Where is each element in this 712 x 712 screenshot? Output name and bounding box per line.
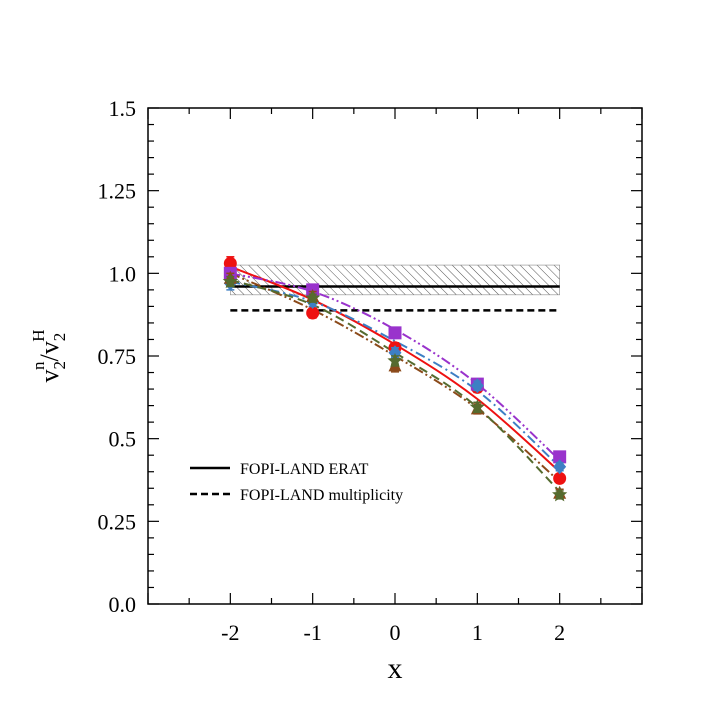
marker-star — [469, 399, 485, 414]
fit-curves — [229, 265, 561, 493]
x-tick-labels: -2 -1 0 1 2 — [221, 620, 565, 645]
marker-circle — [223, 256, 237, 270]
axis-ticks — [147, 107, 643, 605]
y-tick-label: 0.0 — [109, 592, 137, 617]
data-point-1-2 — [388, 326, 402, 340]
y-axis-title: v2n/v2H — [29, 329, 69, 382]
y-title-sup-1: n — [29, 361, 48, 370]
data-points — [222, 256, 568, 502]
data-point-4-3 — [469, 399, 485, 414]
x-tick-label: -2 — [221, 620, 239, 645]
marker-square — [553, 450, 567, 464]
x-tick-label: -1 — [304, 620, 322, 645]
y-tick-label: 0.5 — [109, 427, 137, 452]
legend-label-multiplicity: FOPI-LAND multiplicity — [240, 487, 403, 504]
y-title-sub-2: 2 — [50, 333, 69, 342]
marker-star — [552, 486, 568, 502]
fit-curve-4 — [230, 278, 561, 493]
marker-diamond — [553, 459, 567, 475]
data-point-2-4 — [553, 459, 567, 475]
y-title-slash: / — [35, 354, 64, 362]
legend-label-erat: FOPI-LAND ERAT — [240, 461, 369, 478]
x-axis-title: x — [388, 652, 403, 685]
marker-star — [222, 273, 238, 289]
y-tick-label: 0.25 — [98, 509, 137, 534]
marker-diamond — [470, 378, 484, 394]
y-tick-label: 1.5 — [109, 96, 137, 121]
y-title-sub-1: 2 — [50, 361, 69, 370]
y-title-base-1: v — [35, 370, 64, 383]
data-point-4-2 — [387, 352, 403, 368]
marker-circle — [306, 306, 320, 320]
reference-bands — [230, 264, 560, 312]
y-tick-label: 1.0 — [109, 261, 137, 286]
y-title-sup-2: H — [29, 329, 48, 341]
y-tick-label: 0.75 — [98, 344, 137, 369]
y-tick-labels: 0.0 0.25 0.5 0.75 1.0 1.25 1.5 — [98, 96, 137, 617]
marker-star — [305, 290, 321, 305]
data-point-4-0 — [222, 273, 238, 289]
data-point-4-4 — [552, 486, 568, 502]
band-hatch-0 — [230, 264, 560, 296]
x-tick-label: 1 — [472, 620, 483, 645]
x-tick-label: 2 — [554, 620, 565, 645]
data-point-1-4 — [553, 450, 567, 464]
fit-curve-3 — [229, 272, 561, 483]
data-point-2-3 — [470, 378, 484, 394]
marker-square — [388, 326, 402, 340]
marker-circle — [553, 471, 567, 485]
data-point-4-1 — [305, 290, 321, 305]
marker-star — [387, 352, 403, 368]
fit-curve-2 — [230, 280, 561, 468]
legend: FOPI-LAND ERAT FOPI-LAND multiplicity — [190, 461, 403, 504]
x-tick-label: 0 — [390, 620, 401, 645]
data-point-0-4 — [553, 471, 567, 485]
y-title-base-2: v — [35, 341, 64, 354]
y-tick-label: 1.25 — [98, 179, 137, 204]
